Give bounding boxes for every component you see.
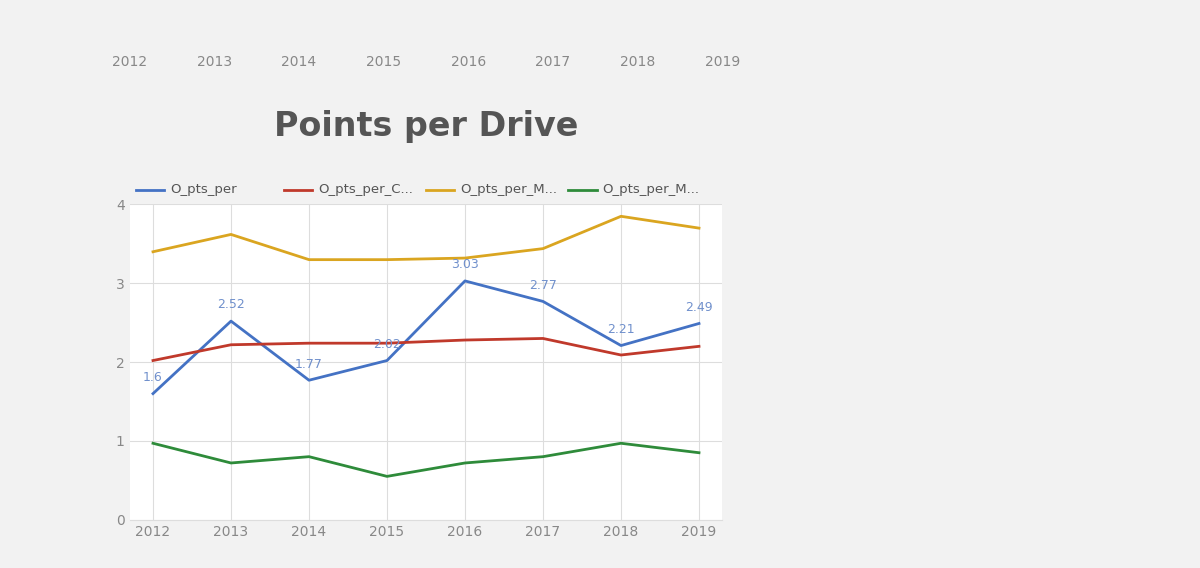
Text: Points per Drive: Points per Drive [274, 110, 578, 143]
Text: 2013: 2013 [197, 55, 232, 69]
Text: O_pts_per_M...: O_pts_per_M... [602, 183, 700, 196]
Text: 2.02: 2.02 [373, 338, 401, 351]
Text: 2.52: 2.52 [217, 298, 245, 311]
Text: 2012: 2012 [112, 55, 148, 69]
Text: 1.77: 1.77 [295, 357, 323, 370]
Text: O_pts_per: O_pts_per [170, 183, 236, 196]
Text: O_pts_per_C...: O_pts_per_C... [318, 183, 413, 196]
Text: 1.6: 1.6 [143, 371, 163, 384]
Text: 2017: 2017 [535, 55, 570, 69]
Text: 2019: 2019 [704, 55, 740, 69]
Text: O_pts_per_M...: O_pts_per_M... [461, 183, 557, 196]
Text: 2.49: 2.49 [685, 301, 713, 314]
Text: 2.77: 2.77 [529, 279, 557, 292]
Text: 2.21: 2.21 [607, 323, 635, 336]
Text: 2015: 2015 [366, 55, 401, 69]
Text: 2014: 2014 [282, 55, 317, 69]
Text: 3.03: 3.03 [451, 258, 479, 271]
Text: 2016: 2016 [451, 55, 486, 69]
Text: 2018: 2018 [620, 55, 655, 69]
